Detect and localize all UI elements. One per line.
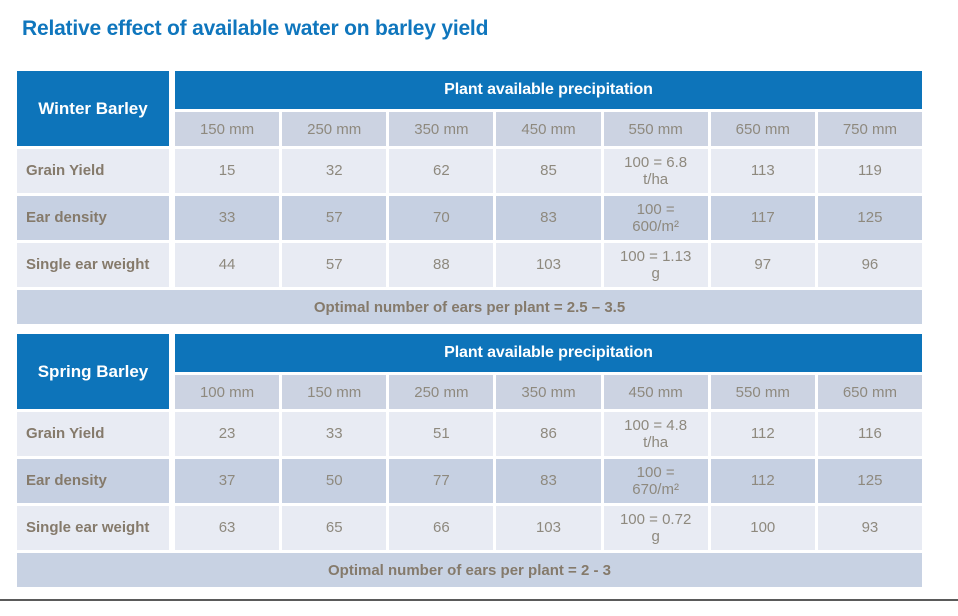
table-name: Winter Barley	[17, 71, 172, 146]
winter-barley-table: Winter Barley Plant available precipitat…	[14, 68, 925, 327]
cell: 112	[710, 459, 815, 503]
table-row: Grain Yield 23 33 51 86 100 = 4.8 t/ha 1…	[17, 412, 922, 456]
cell: 88	[389, 243, 494, 287]
precipitation-header: Plant available precipitation	[175, 334, 922, 372]
cell: 119	[817, 149, 922, 193]
row-label: Single ear weight	[17, 506, 172, 550]
column-header: 350 mm	[389, 112, 494, 146]
cell: 83	[496, 459, 601, 503]
cell: 96	[817, 243, 922, 287]
cell: 85	[496, 149, 601, 193]
cell: 100 = 6.8 t/ha	[603, 149, 708, 193]
column-header: 750 mm	[817, 112, 922, 146]
cell: 100 = 1.13 g	[603, 243, 708, 287]
cell: 32	[282, 149, 387, 193]
table-row: Grain Yield 15 32 62 85 100 = 6.8 t/ha 1…	[17, 149, 922, 193]
cell: 44	[175, 243, 280, 287]
cell: 65	[282, 506, 387, 550]
cell: 37	[175, 459, 280, 503]
cell: 125	[817, 196, 922, 240]
table-footer: Optimal number of ears per plant = 2.5 –…	[17, 290, 922, 324]
cell: 51	[389, 412, 494, 456]
cell: 62	[389, 149, 494, 193]
table-row: Single ear weight 44 57 88 103 100 = 1.1…	[17, 243, 922, 287]
column-header: 100 mm	[175, 375, 280, 409]
cell: 116	[817, 412, 922, 456]
cell: 23	[175, 412, 280, 456]
row-label: Grain Yield	[17, 149, 172, 193]
cell: 77	[389, 459, 494, 503]
cell: 100 = 0.72 g	[603, 506, 708, 550]
table-name: Spring Barley	[17, 334, 172, 409]
table-row: Ear density 37 50 77 83 100 = 670/m² 112…	[17, 459, 922, 503]
cell: 103	[496, 506, 601, 550]
cell: 113	[710, 149, 815, 193]
cell: 112	[710, 412, 815, 456]
table-row: Single ear weight 63 65 66 103 100 = 0.7…	[17, 506, 922, 550]
cell: 100 = 600/m²	[603, 196, 708, 240]
column-header: 150 mm	[175, 112, 280, 146]
cell: 100 = 670/m²	[603, 459, 708, 503]
column-header: 450 mm	[603, 375, 708, 409]
cell: 93	[817, 506, 922, 550]
table-row: Ear density 33 57 70 83 100 = 600/m² 117…	[17, 196, 922, 240]
column-header: 450 mm	[496, 112, 601, 146]
cell: 15	[175, 149, 280, 193]
row-label: Single ear weight	[17, 243, 172, 287]
cell: 83	[496, 196, 601, 240]
cell: 86	[496, 412, 601, 456]
column-header: 650 mm	[817, 375, 922, 409]
column-header: 150 mm	[282, 375, 387, 409]
cell: 97	[710, 243, 815, 287]
column-header: 550 mm	[603, 112, 708, 146]
column-header: 550 mm	[710, 375, 815, 409]
bottom-divider-line	[0, 599, 958, 601]
cell: 100	[710, 506, 815, 550]
cell: 33	[282, 412, 387, 456]
cell: 57	[282, 196, 387, 240]
row-label: Ear density	[17, 196, 172, 240]
cell: 70	[389, 196, 494, 240]
column-header: 250 mm	[282, 112, 387, 146]
row-label: Grain Yield	[17, 412, 172, 456]
cell: 33	[175, 196, 280, 240]
row-label: Ear density	[17, 459, 172, 503]
column-header: 250 mm	[389, 375, 494, 409]
cell: 63	[175, 506, 280, 550]
column-header: 350 mm	[496, 375, 601, 409]
page-title: Relative effect of available water on ba…	[22, 17, 489, 40]
cell: 103	[496, 243, 601, 287]
column-header: 650 mm	[710, 112, 815, 146]
cell: 57	[282, 243, 387, 287]
cell: 117	[710, 196, 815, 240]
precipitation-header: Plant available precipitation	[175, 71, 922, 109]
cell: 66	[389, 506, 494, 550]
cell: 125	[817, 459, 922, 503]
cell: 100 = 4.8 t/ha	[603, 412, 708, 456]
cell: 50	[282, 459, 387, 503]
spring-barley-table: Spring Barley Plant available precipitat…	[14, 331, 925, 590]
table-footer: Optimal number of ears per plant = 2 - 3	[17, 553, 922, 587]
